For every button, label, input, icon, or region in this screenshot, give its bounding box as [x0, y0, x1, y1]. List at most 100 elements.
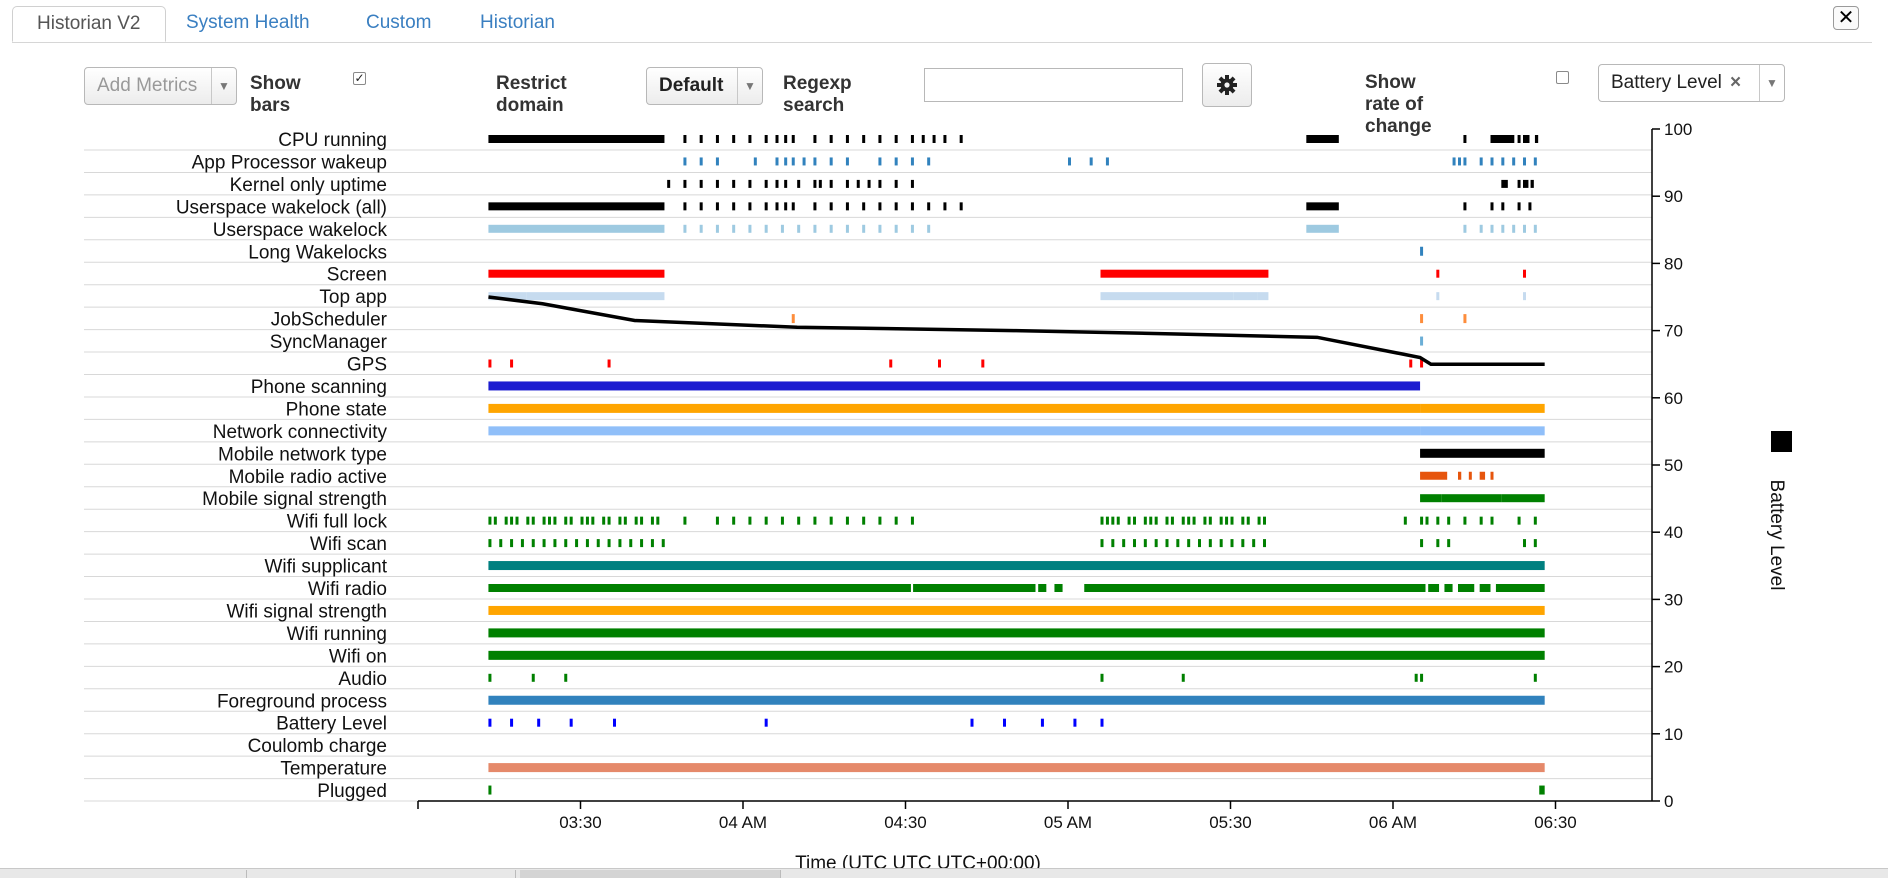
timeline-bar [1530, 179, 1534, 188]
taskbar-strip [0, 868, 1888, 878]
timeline-bar [1170, 516, 1174, 525]
timeline-bar [1490, 471, 1494, 480]
timeline-bar [1425, 494, 1442, 503]
timeline-bar [531, 539, 535, 548]
timeline-bar [878, 202, 882, 211]
y-tick-label: 50 [1664, 456, 1683, 475]
tab-historian-v2[interactable]: Historian V2 [12, 6, 166, 42]
timeline-bar [1133, 539, 1136, 548]
timeline-bar [1208, 516, 1212, 525]
timeline-bar [1420, 426, 1545, 436]
timeline-bar [1252, 539, 1256, 548]
regexp-search-input[interactable] [924, 68, 1183, 102]
x-tick-label: 04 AM [719, 813, 767, 832]
timeline-bar [970, 718, 974, 727]
settings-button[interactable] [1202, 63, 1252, 107]
timeline-bar [813, 135, 817, 143]
timeline-bar [1219, 539, 1223, 548]
timeline-bar [753, 157, 757, 166]
timeline-bar [488, 292, 527, 301]
row-label: CPU running [278, 130, 387, 151]
timeline-bar [1420, 359, 1424, 368]
timeline-bar [715, 135, 719, 143]
row-label: SyncManager [270, 332, 388, 353]
timeline-bar [791, 314, 795, 324]
timeline-bar [1257, 292, 1263, 301]
timeline-bar [1219, 516, 1223, 525]
timeline-bar [1230, 516, 1234, 525]
timeline-bar [1143, 516, 1147, 525]
timeline-bar [1512, 224, 1516, 233]
taskbar-item[interactable] [250, 870, 516, 878]
rate-of-change-checkbox[interactable] [1556, 71, 1569, 84]
timeline-bar [1436, 269, 1440, 278]
timeline-bar [894, 516, 898, 525]
timeline-bar [1420, 403, 1545, 413]
taskbar-item[interactable] [520, 870, 781, 878]
timeline-bar [1425, 516, 1429, 525]
timeline-bar [1539, 785, 1545, 795]
timeline-bar [1458, 471, 1462, 480]
timeline-bar [894, 157, 898, 166]
timeline-bar [531, 673, 535, 682]
taskbar-item[interactable] [0, 870, 247, 878]
rate-of-change-label: Show rate of change [1365, 72, 1432, 137]
timeline-bar [845, 135, 849, 143]
timeline-bar [862, 224, 866, 233]
x-tick-label: 04:30 [884, 813, 927, 832]
timeline-bar [520, 539, 524, 548]
timeline-bar [791, 202, 795, 211]
row-label: Wifi running [287, 624, 387, 645]
row-label: App Processor wakeup [192, 152, 387, 173]
timeline-bar [1463, 516, 1467, 525]
timeline-bar [829, 179, 833, 188]
timeline-bar [575, 539, 579, 548]
timeline-bar [943, 135, 947, 143]
timeline-bar [488, 202, 665, 211]
restrict-domain-select[interactable]: Default ▼ [646, 67, 763, 105]
timeline-bar [488, 269, 665, 278]
close-button[interactable]: ✕ [1833, 6, 1859, 30]
tab-system-health[interactable]: System Health [186, 12, 310, 33]
y-tick-label: 10 [1664, 725, 1683, 744]
legend-swatch [1771, 431, 1792, 452]
row-label: Battery Level [276, 714, 387, 735]
row-label: Kernel only uptime [230, 175, 387, 196]
timeline-bar [1105, 516, 1109, 525]
remove-icon[interactable]: × [1730, 72, 1742, 93]
timeline-bar [1428, 584, 1440, 592]
timeline-bar [910, 516, 914, 525]
timeline-bar [1533, 539, 1537, 548]
timeline-bar [683, 135, 687, 143]
timeline-bar [813, 202, 817, 211]
timeline-bar [1038, 584, 1047, 592]
timeline-bar [927, 224, 931, 233]
timeline-bar [1436, 539, 1440, 548]
tab-custom[interactable]: Custom [366, 12, 432, 33]
timeline-bar [818, 179, 822, 188]
timeline-bar [1181, 673, 1185, 682]
timeline-bar [510, 539, 514, 548]
row-label: Wifi radio [308, 579, 387, 600]
row-label: JobScheduler [271, 310, 388, 331]
timeline-bar [499, 539, 503, 548]
timeline-bar [1501, 494, 1545, 503]
x-tick-label: 05 AM [1044, 813, 1092, 832]
timeline-bar [553, 539, 557, 548]
timeline-bar [878, 516, 882, 525]
timeline-bar [862, 202, 866, 211]
timeline-bar [813, 157, 817, 166]
tab-historian[interactable]: Historian [480, 12, 555, 33]
timeline-bar [813, 224, 817, 233]
timeline-bar [1517, 516, 1521, 525]
add-metrics-select[interactable]: Add Metrics ▼ [84, 67, 237, 105]
metric-select[interactable]: Battery Level × ▼ [1598, 64, 1785, 102]
timeline-bar [650, 516, 654, 525]
timeline-bar [488, 584, 911, 592]
timeline-bar [1420, 336, 1424, 346]
timeline-bar [585, 516, 589, 525]
show-bars-checkbox[interactable]: ✓ [353, 72, 366, 85]
timeline-bar [1263, 539, 1266, 548]
timeline-bar [764, 718, 768, 727]
